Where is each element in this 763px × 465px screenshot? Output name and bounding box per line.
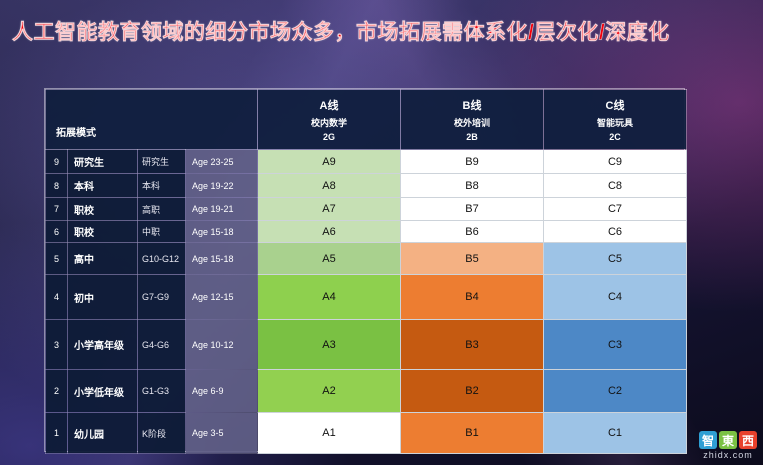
market-segment-table: 拓展模式 A线 校内数学 2G B线 校外培训 2B C线 智能玩具 (44, 88, 687, 454)
column-mode-label: 2G (322, 132, 335, 142)
cell-c: C6 (543, 220, 687, 243)
cell-b: B8 (400, 173, 544, 198)
header-row: 拓展模式 A线 校内数学 2G B线 校外培训 2B C线 智能玩具 (45, 89, 687, 150)
table-row: 9 研究生 研究生 Age 23-25 A9 B9 C9 (45, 149, 687, 174)
cell-c: C7 (543, 197, 687, 221)
row-age: Age 6-9 (185, 369, 258, 413)
cell-b: B6 (400, 220, 544, 243)
row-number: 4 (45, 274, 68, 320)
column-name-label: 校外培训 (453, 118, 490, 128)
table: 拓展模式 A线 校内数学 2G B线 校外培训 2B C线 智能玩具 (45, 89, 687, 454)
cell-a: A3 (257, 319, 401, 370)
cell-b: B9 (400, 149, 544, 174)
cell-c: C3 (543, 319, 687, 370)
row-level: 研究生 (67, 149, 138, 174)
row-level: 职校 (67, 197, 138, 221)
row-age: Age 10-12 (185, 319, 258, 370)
row-level: 本科 (67, 173, 138, 198)
row-number: 1 (45, 412, 68, 454)
row-level: 小学高年级 (67, 319, 138, 370)
cell-a: A2 (257, 369, 401, 413)
cell-a: A9 (257, 149, 401, 174)
column-name-label: 智能玩具 (596, 118, 633, 128)
table-row: 8 本科 本科 Age 19-22 A8 B8 C8 (45, 173, 687, 198)
cell-b: B4 (400, 274, 544, 320)
row-number: 9 (45, 149, 68, 174)
row-age: Age 3-5 (185, 412, 258, 454)
table-row: 2 小学低年级 G1-G3 Age 6-9 A2 B2 C2 (45, 369, 687, 413)
cell-a: A7 (257, 197, 401, 221)
column-line-label: A线 (319, 100, 339, 112)
logo-tile: 智 (699, 431, 717, 449)
column-header-a: A线 校内数学 2G (257, 89, 401, 150)
row-age: Age 19-22 (185, 173, 258, 198)
table-row: 5 高中 G10-G12 Age 15-18 A5 B5 C5 (45, 242, 687, 275)
cell-a: A8 (257, 173, 401, 198)
row-sublevel: G4-G6 (137, 319, 186, 370)
corner-cell: 拓展模式 (45, 89, 258, 150)
row-age: Age 15-18 (185, 242, 258, 275)
row-sublevel: G1-G3 (137, 369, 186, 413)
row-age: Age 12-15 (185, 274, 258, 320)
column-mode-label: 2B (466, 132, 478, 142)
row-number: 2 (45, 369, 68, 413)
table-row: 3 小学高年级 G4-G6 Age 10-12 A3 B3 C3 (45, 319, 687, 370)
row-number: 3 (45, 319, 68, 370)
corner-label: 拓展模式 (56, 128, 96, 139)
cell-a: A1 (257, 412, 401, 454)
row-level: 初中 (67, 274, 138, 320)
row-age: Age 19-21 (185, 197, 258, 221)
cell-a: A5 (257, 242, 401, 275)
table-row: 1 幼儿园 K阶段 Age 3-5 A1 B1 C1 (45, 412, 687, 454)
logo-tile: 西 (739, 431, 757, 449)
row-sublevel: K阶段 (137, 412, 186, 454)
row-number: 5 (45, 242, 68, 275)
cell-b: B2 (400, 369, 544, 413)
row-sublevel: G7-G9 (137, 274, 186, 320)
cell-b: B3 (400, 319, 544, 370)
cell-c: C4 (543, 274, 687, 320)
zhidx-logo: 智 東 西 (699, 431, 757, 449)
table-row: 7 职校 高职 Age 19-21 A7 B7 C7 (45, 197, 687, 221)
row-sublevel: 中职 (137, 220, 186, 243)
cell-c: C8 (543, 173, 687, 198)
cell-a: A4 (257, 274, 401, 320)
logo-tile: 東 (719, 431, 737, 449)
cell-b: B1 (400, 412, 544, 454)
column-header-b: B线 校外培训 2B (400, 89, 544, 150)
column-name-label: 校内数学 (310, 118, 347, 128)
watermark-site-url: zhidx.com (703, 450, 753, 460)
cell-b: B7 (400, 197, 544, 221)
row-number: 8 (45, 173, 68, 198)
table-row: 4 初中 G7-G9 Age 12-15 A4 B4 C4 (45, 274, 687, 320)
row-level: 小学低年级 (67, 369, 138, 413)
cell-c: C5 (543, 242, 687, 275)
cell-a: A6 (257, 220, 401, 243)
column-line-label: B线 (462, 100, 482, 112)
watermark: 智 東 西 zhidx.com (699, 431, 757, 460)
row-age: Age 15-18 (185, 220, 258, 243)
cell-c: C9 (543, 149, 687, 174)
cell-c: C2 (543, 369, 687, 413)
table-row: 6 职校 中职 Age 15-18 A6 B6 C6 (45, 220, 687, 243)
row-sublevel: 本科 (137, 173, 186, 198)
page-title: 人工智能教育领域的细分市场众多，市场拓展需体系化/层次化/深度化 (12, 21, 670, 45)
cell-b: B5 (400, 242, 544, 275)
row-level: 职校 (67, 220, 138, 243)
row-number: 6 (45, 220, 68, 243)
row-sublevel: 高职 (137, 197, 186, 221)
row-sublevel: 研究生 (137, 149, 186, 174)
row-level: 幼儿园 (67, 412, 138, 454)
column-header-c: C线 智能玩具 2C (543, 89, 687, 150)
row-age: Age 23-25 (185, 149, 258, 174)
column-mode-label: 2C (609, 132, 621, 142)
row-number: 7 (45, 197, 68, 221)
column-line-label: C线 (605, 100, 625, 112)
row-level: 高中 (67, 242, 138, 275)
cell-c: C1 (543, 412, 687, 454)
row-sublevel: G10-G12 (137, 242, 186, 275)
